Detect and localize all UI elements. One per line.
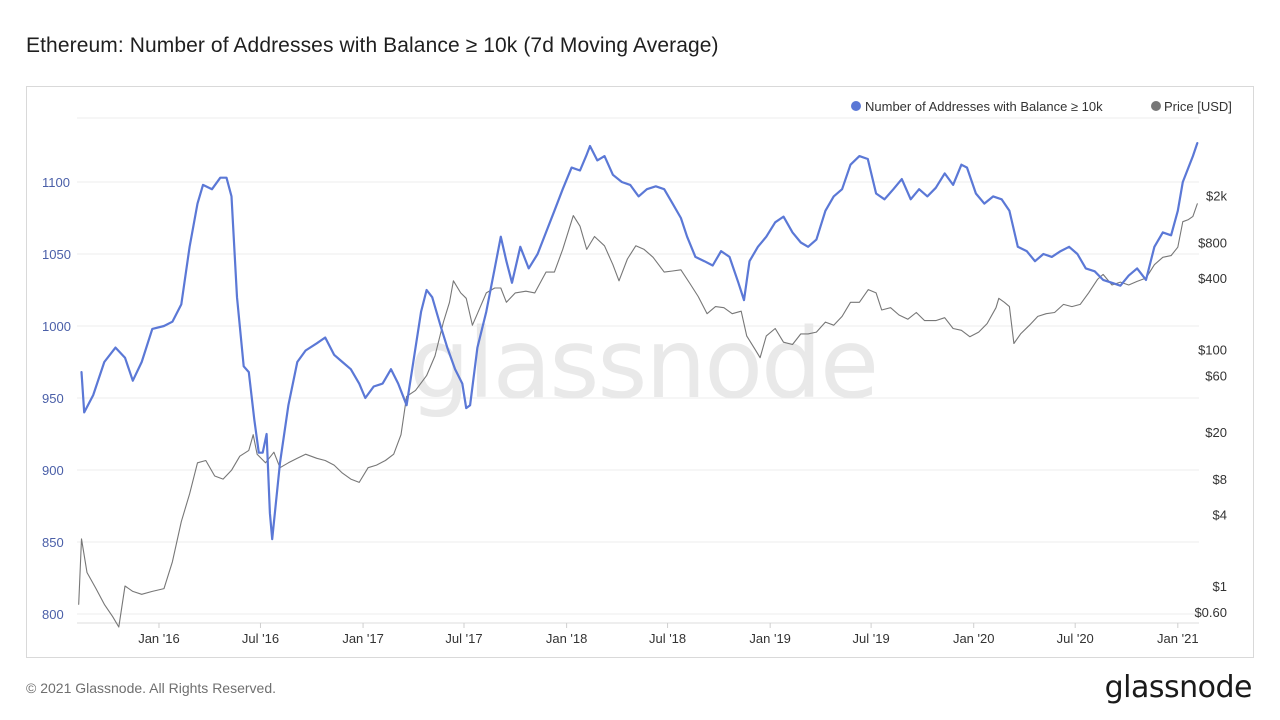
left-axis-tick: 900	[42, 463, 64, 478]
legend-addresses-dot	[851, 101, 861, 111]
left-axis-tick: 950	[42, 391, 64, 406]
legend: Number of Addresses with Balance ≥ 10k P…	[851, 99, 1232, 114]
left-axis-tick: 1100	[42, 175, 70, 190]
right-axis-tick: $1	[1213, 579, 1227, 594]
left-axis-tick: 850	[42, 535, 64, 550]
right-axis-tick: $60	[1205, 369, 1227, 384]
x-axis-tick: Jan '18	[546, 631, 588, 646]
legend-price-dot	[1151, 101, 1161, 111]
left-axis-tick: 800	[42, 607, 64, 622]
x-axis-tick: Jul '16	[242, 631, 279, 646]
legend-price-label[interactable]: Price [USD]	[1164, 99, 1232, 114]
right-axis: $0.20$0.60$1$4$8$20$60$100$400$800$2k	[1194, 188, 1227, 620]
x-axis-tick: Jan '19	[749, 631, 791, 646]
footer-logo: glassnode	[1104, 670, 1253, 705]
x-axis-tick: Jul '18	[649, 631, 686, 646]
left-axis: 800 850 900 950 1000 1050 1100	[42, 175, 71, 622]
grid	[77, 117, 1199, 624]
right-axis-tick: $2k	[1206, 188, 1227, 203]
price-line	[78, 203, 1198, 628]
x-axis-tick: Jul '20	[1057, 631, 1094, 646]
right-axis-tick: $4	[1213, 508, 1227, 523]
page-title: Ethereum: Number of Addresses with Balan…	[26, 34, 719, 57]
x-axis-tick: Jan '21	[1157, 631, 1199, 646]
right-axis-tick: $400	[1198, 271, 1227, 286]
x-axis-tick: Jan '17	[342, 631, 384, 646]
watermark: glassnode	[409, 308, 877, 420]
left-axis-tick: 1050	[42, 247, 71, 262]
right-axis-tick: $20	[1205, 425, 1227, 440]
x-axis: Jan '16 Jul '16 Jan '17 Jul '17 Jan '18 Jul '…	[138, 623, 1199, 646]
right-axis-tick: $100	[1198, 342, 1227, 357]
right-axis-tick: $8	[1213, 472, 1227, 487]
right-axis-tick: $0.60	[1194, 605, 1227, 620]
addresses-series	[80, 142, 1199, 541]
x-axis-tick: Jan '16	[138, 631, 180, 646]
price-series	[78, 203, 1198, 628]
copyright: © 2021 Glassnode. All Rights Reserved.	[26, 680, 277, 696]
legend-addresses-label[interactable]: Number of Addresses with Balance ≥ 10k	[865, 99, 1103, 114]
addresses-line	[80, 142, 1199, 541]
x-axis-tick: Jul '17	[445, 631, 482, 646]
x-axis-tick: Jul '19	[853, 631, 890, 646]
x-axis-tick: Jan '20	[953, 631, 995, 646]
right-axis-tick: $800	[1198, 236, 1227, 251]
left-axis-tick: 1000	[42, 319, 71, 334]
